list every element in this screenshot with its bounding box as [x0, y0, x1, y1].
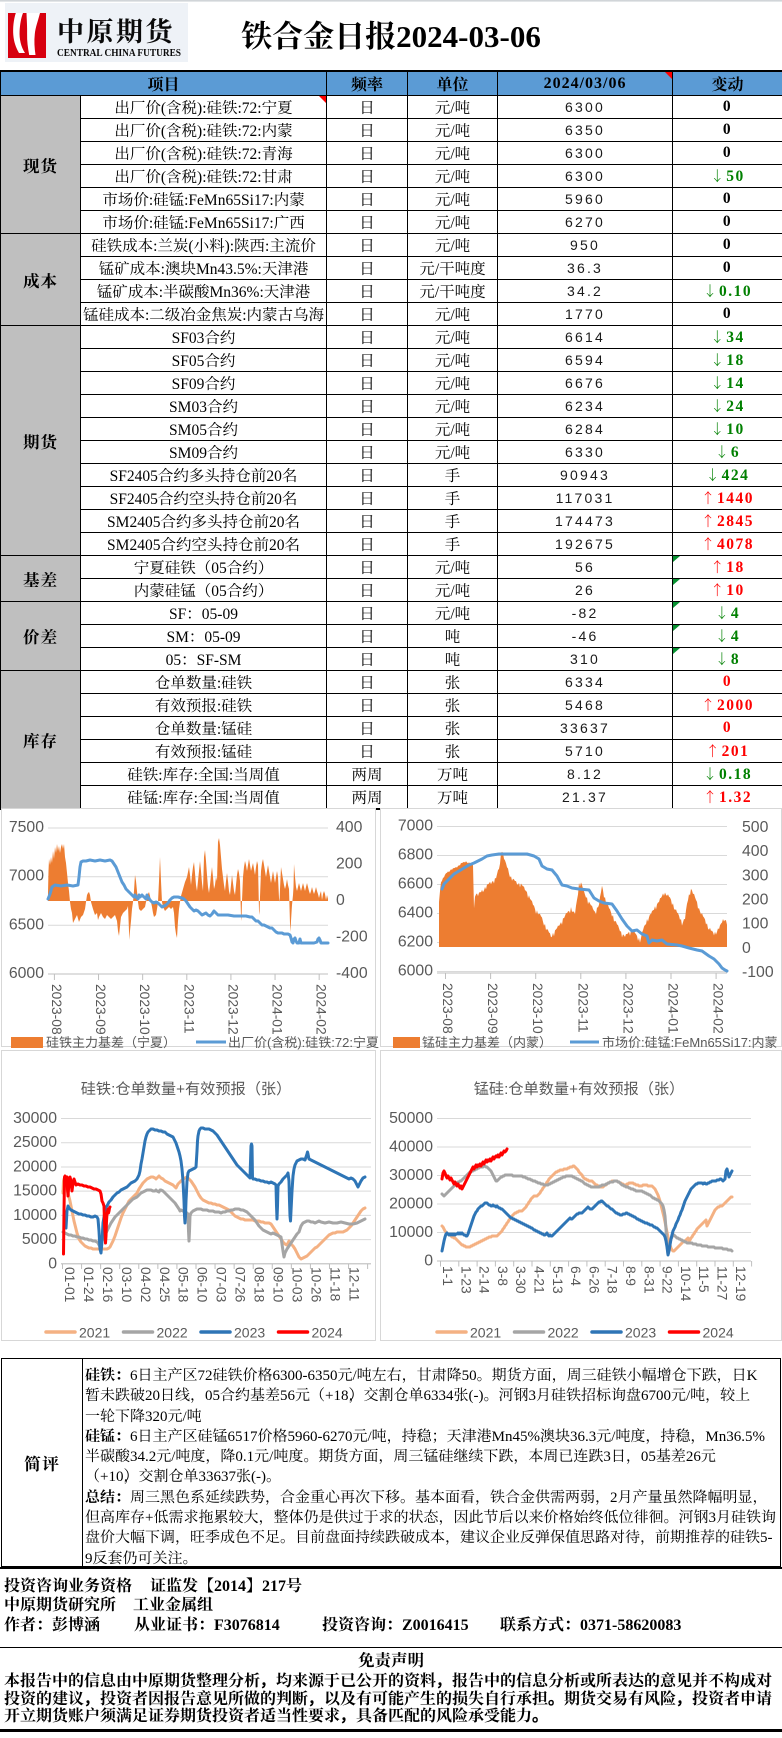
svg-text:12-19: 12-19: [733, 1266, 748, 1302]
svg-text:10000: 10000: [389, 1224, 433, 1241]
svg-text:2024: 2024: [312, 1325, 343, 1341]
svg-text:5-13: 5-13: [550, 1266, 565, 1294]
svg-text:11-27: 11-27: [715, 1266, 730, 1300]
svg-text:2022: 2022: [548, 1325, 579, 1341]
svg-text:2023-08: 2023-08: [440, 983, 455, 1034]
svg-text:2023-08: 2023-08: [49, 984, 64, 1035]
svg-text:20000: 20000: [389, 1196, 433, 1213]
svg-text:2023-11: 2023-11: [575, 983, 590, 1033]
svg-text:中原期货: 中原期货: [57, 10, 175, 49]
svg-text:7000: 7000: [398, 818, 433, 835]
svg-text:-200: -200: [336, 929, 368, 946]
svg-text:300: 300: [742, 867, 769, 884]
svg-text:0: 0: [48, 1255, 57, 1272]
svg-text:5000: 5000: [22, 1231, 57, 1248]
svg-text:500: 500: [742, 819, 769, 836]
svg-text:2024-02: 2024-02: [314, 984, 329, 1035]
svg-text:6200: 6200: [398, 934, 433, 951]
svg-text:6000: 6000: [9, 965, 44, 982]
svg-text:6600: 6600: [398, 876, 433, 893]
svg-text:04-02: 04-02: [138, 1267, 153, 1302]
svg-text:市场价:硅锰:FeMn65Si17:内蒙: 市场价:硅锰:FeMn65Si17:内蒙: [602, 1035, 778, 1050]
svg-text:2023-12: 2023-12: [225, 984, 240, 1035]
svg-text:30000: 30000: [389, 1167, 433, 1184]
svg-text:2021: 2021: [79, 1325, 110, 1341]
svg-text:400: 400: [742, 843, 769, 860]
svg-text:0: 0: [424, 1253, 433, 1270]
svg-text:1-23: 1-23: [458, 1266, 473, 1294]
svg-text:50000: 50000: [389, 1110, 433, 1127]
svg-text:30000: 30000: [13, 1110, 57, 1127]
svg-text:7500: 7500: [9, 819, 44, 836]
svg-text:100: 100: [742, 916, 769, 933]
svg-text:2023-10: 2023-10: [530, 983, 545, 1034]
svg-text:2023-11: 2023-11: [181, 984, 196, 1034]
svg-text:2023-09: 2023-09: [485, 983, 500, 1034]
svg-text:400: 400: [336, 819, 363, 836]
svg-text:2024-01: 2024-01: [666, 983, 681, 1034]
svg-text:出厂价(含税):硅铁:72:宁夏: 出厂价(含税):硅铁:72:宁夏: [228, 1035, 379, 1050]
svg-text:9-22: 9-22: [660, 1266, 675, 1294]
svg-text:07-03: 07-03: [214, 1267, 229, 1303]
svg-text:0: 0: [742, 940, 751, 957]
svg-text:锰硅:仓单数量+有效预报（张）: 锰硅:仓单数量+有效预报（张）: [474, 1081, 685, 1098]
svg-text:硅铁主力基差（宁夏）: 硅铁主力基差（宁夏）: [46, 1035, 176, 1050]
svg-text:12-11: 12-11: [346, 1267, 361, 1301]
svg-text:10-03: 10-03: [289, 1267, 304, 1303]
svg-text:6800: 6800: [398, 847, 433, 864]
svg-text:-400: -400: [336, 965, 368, 982]
svg-text:1-1: 1-1: [440, 1266, 455, 1286]
svg-text:0: 0: [336, 892, 345, 909]
svg-text:-100: -100: [742, 964, 774, 981]
svg-text:3-30: 3-30: [513, 1266, 528, 1294]
svg-text:05-18: 05-18: [176, 1267, 191, 1303]
svg-text:硅铁:仓单数量+有效预报（张）: 硅铁:仓单数量+有效预报（张）: [81, 1081, 292, 1098]
svg-text:CENTRAL CHINA FUTURES: CENTRAL CHINA FUTURES: [57, 48, 181, 59]
svg-text:2023-12: 2023-12: [620, 983, 635, 1034]
svg-text:6000: 6000: [398, 963, 433, 980]
svg-text:20000: 20000: [13, 1158, 57, 1175]
svg-text:03-10: 03-10: [119, 1267, 134, 1303]
svg-text:200: 200: [336, 856, 363, 873]
svg-text:8-31: 8-31: [641, 1266, 656, 1294]
svg-text:6400: 6400: [398, 905, 433, 922]
svg-text:08-18: 08-18: [252, 1267, 267, 1303]
svg-text:8-9: 8-9: [623, 1266, 638, 1286]
svg-text:3-8: 3-8: [495, 1266, 510, 1286]
svg-text:7000: 7000: [9, 868, 44, 885]
svg-text:200: 200: [742, 892, 769, 909]
svg-text:2024-01: 2024-01: [270, 984, 285, 1035]
svg-text:25000: 25000: [13, 1134, 57, 1151]
svg-text:4-21: 4-21: [532, 1266, 547, 1294]
svg-text:7-18: 7-18: [605, 1266, 620, 1294]
svg-text:锰硅主力基差（内蒙）: 锰硅主力基差（内蒙）: [422, 1035, 552, 1050]
svg-text:2024-02: 2024-02: [711, 983, 726, 1034]
svg-text:04-25: 04-25: [157, 1267, 172, 1303]
svg-text:2023: 2023: [234, 1325, 265, 1341]
svg-text:06-10: 06-10: [195, 1267, 210, 1303]
svg-text:11-5: 11-5: [696, 1266, 711, 1293]
svg-text:01-24: 01-24: [81, 1267, 96, 1303]
svg-text:01-01: 01-01: [62, 1267, 77, 1302]
svg-text:2023-09: 2023-09: [93, 984, 108, 1035]
svg-text:6-26: 6-26: [586, 1266, 601, 1294]
svg-text:6-4: 6-4: [568, 1266, 583, 1286]
svg-text:02-16: 02-16: [100, 1267, 115, 1303]
svg-text:15000: 15000: [13, 1183, 57, 1200]
svg-text:10-26: 10-26: [308, 1267, 323, 1303]
svg-text:10000: 10000: [13, 1207, 57, 1224]
svg-text:2024: 2024: [703, 1325, 734, 1341]
svg-text:40000: 40000: [389, 1139, 433, 1156]
svg-text:10-14: 10-14: [678, 1266, 693, 1302]
svg-text:09-10: 09-10: [270, 1267, 285, 1303]
svg-text:11-18: 11-18: [327, 1267, 342, 1302]
svg-text:2021: 2021: [470, 1325, 501, 1341]
svg-text:6500: 6500: [9, 916, 44, 933]
svg-text:2023: 2023: [625, 1325, 656, 1341]
svg-text:2-14: 2-14: [477, 1266, 492, 1294]
svg-text:07-26: 07-26: [233, 1267, 248, 1303]
svg-text:2022: 2022: [157, 1325, 188, 1341]
svg-text:2023-10: 2023-10: [137, 984, 152, 1035]
